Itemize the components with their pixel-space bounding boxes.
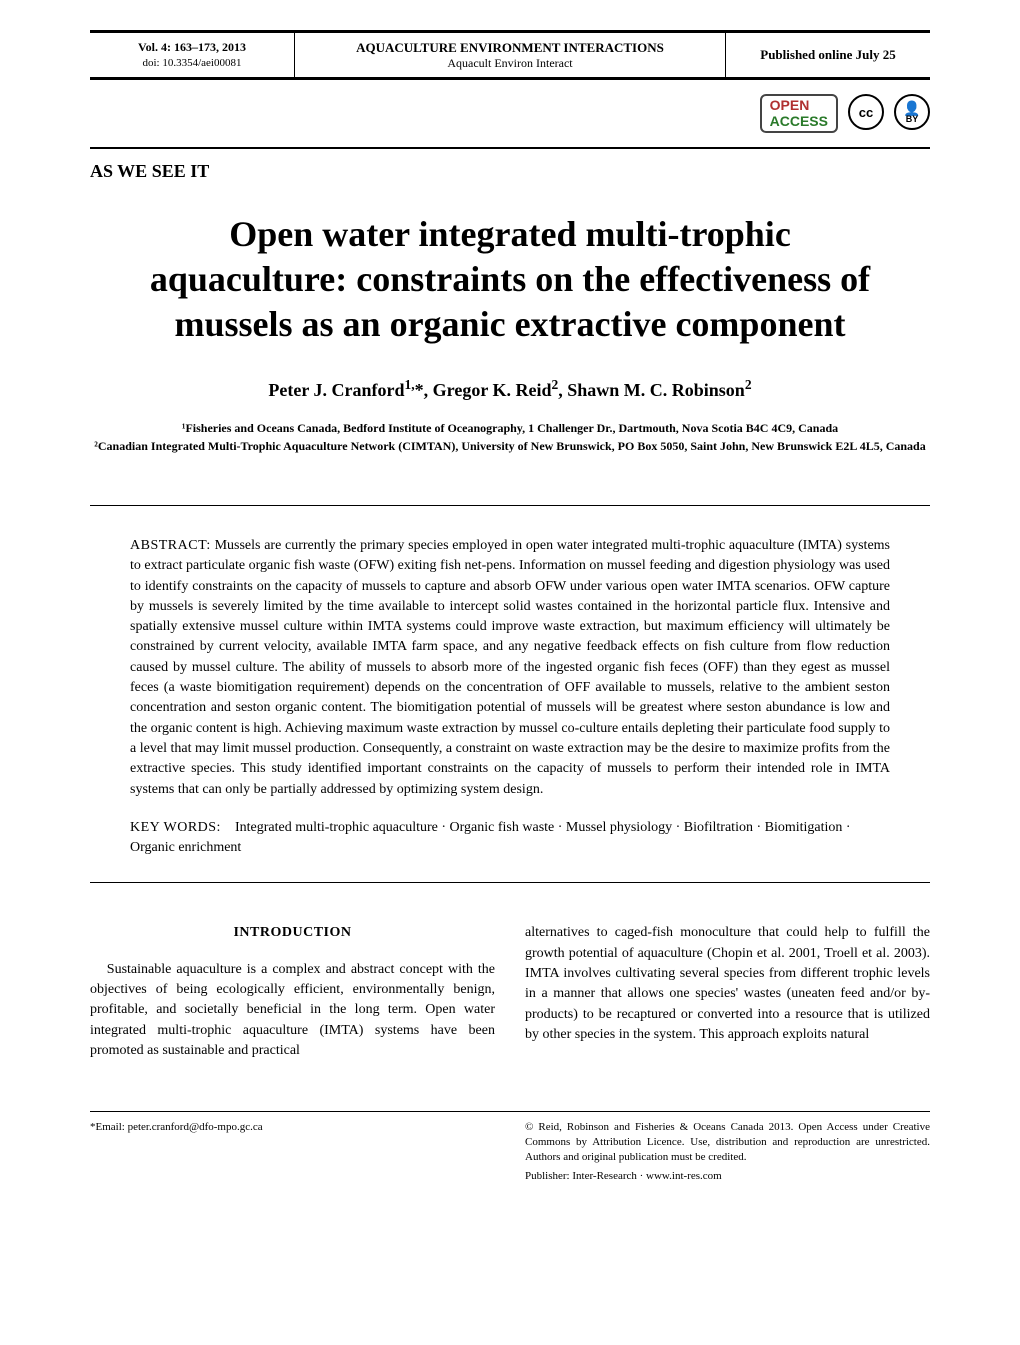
abstract-label: ABSTRACT:	[130, 538, 211, 553]
footer-left: *Email: peter.cranford@dfo-mpo.gc.ca	[90, 1120, 495, 1183]
top-info-bar: Vol. 4: 163–173, 2013 doi: 10.3354/aei00…	[90, 30, 930, 80]
intro-left-para: Sustainable aquaculture is a complex and…	[90, 960, 495, 1061]
keywords-label: KEY WORDS:	[130, 820, 221, 835]
badges-row: OPEN ACCESS cc 👤 BY	[90, 94, 930, 133]
corresponding-email: *Email: peter.cranford@dfo-mpo.gc.ca	[90, 1121, 263, 1133]
abstract-text: Mussels are currently the primary specie…	[130, 538, 890, 797]
publish-date: Published online July 25	[738, 47, 918, 63]
authors-line: Peter J. Cranford1,*, Gregor K. Reid2, S…	[90, 377, 930, 401]
cc-icon: cc	[848, 94, 884, 130]
introduction-heading: INTRODUCTION	[90, 923, 495, 943]
publish-date-cell: Published online July 25	[726, 33, 930, 77]
volume-cell: Vol. 4: 163–173, 2013 doi: 10.3354/aei00…	[90, 33, 295, 77]
by-person-glyph: 👤	[903, 101, 920, 115]
volume-text: Vol. 4: 163–173, 2013	[102, 39, 282, 56]
publisher-text: Publisher: Inter-Research · www.int-res.…	[525, 1169, 930, 1184]
open-access-line1: OPEN	[770, 98, 828, 113]
intro-right-para: alternatives to caged-fish monoculture t…	[525, 923, 930, 1045]
journal-name-upper: AQUACULTURE ENVIRONMENT INTERACTIONS	[307, 40, 713, 56]
affiliation-1: ¹Fisheries and Oceans Canada, Bedford In…	[90, 419, 930, 437]
abstract-block: ABSTRACT: Mussels are currently the prim…	[90, 505, 930, 883]
body-columns: INTRODUCTION Sustainable aquaculture is …	[90, 923, 930, 1071]
footer-block: *Email: peter.cranford@dfo-mpo.gc.ca © R…	[90, 1111, 930, 1183]
affiliation-2: ²Canadian Integrated Multi-Trophic Aquac…	[90, 437, 930, 455]
copyright-text: © Reid, Robinson and Fisheries & Oceans …	[525, 1120, 930, 1165]
journal-name-lower: Aquacult Environ Interact	[307, 56, 713, 71]
left-column: INTRODUCTION Sustainable aquaculture is …	[90, 923, 495, 1071]
keywords-text: Integrated multi-trophic aquaculture · O…	[130, 820, 851, 855]
section-label: AS WE SEE IT	[90, 147, 930, 182]
doi-text: doi: 10.3354/aei00081	[102, 56, 282, 71]
footer-right: © Reid, Robinson and Fisheries & Oceans …	[525, 1120, 930, 1183]
open-access-badge: OPEN ACCESS	[760, 94, 838, 133]
journal-cell: AQUACULTURE ENVIRONMENT INTERACTIONS Aqu…	[295, 33, 726, 77]
paper-title: Open water integrated multi-trophic aqua…	[130, 212, 890, 347]
affiliations: ¹Fisheries and Oceans Canada, Bedford In…	[90, 419, 930, 455]
cc-by-icon: 👤 BY	[894, 94, 930, 130]
by-label: BY	[906, 115, 919, 124]
keywords-line: KEY WORDS: Integrated multi-trophic aqua…	[130, 818, 890, 859]
right-column: alternatives to caged-fish monoculture t…	[525, 923, 930, 1071]
open-access-line2: ACCESS	[770, 114, 828, 129]
